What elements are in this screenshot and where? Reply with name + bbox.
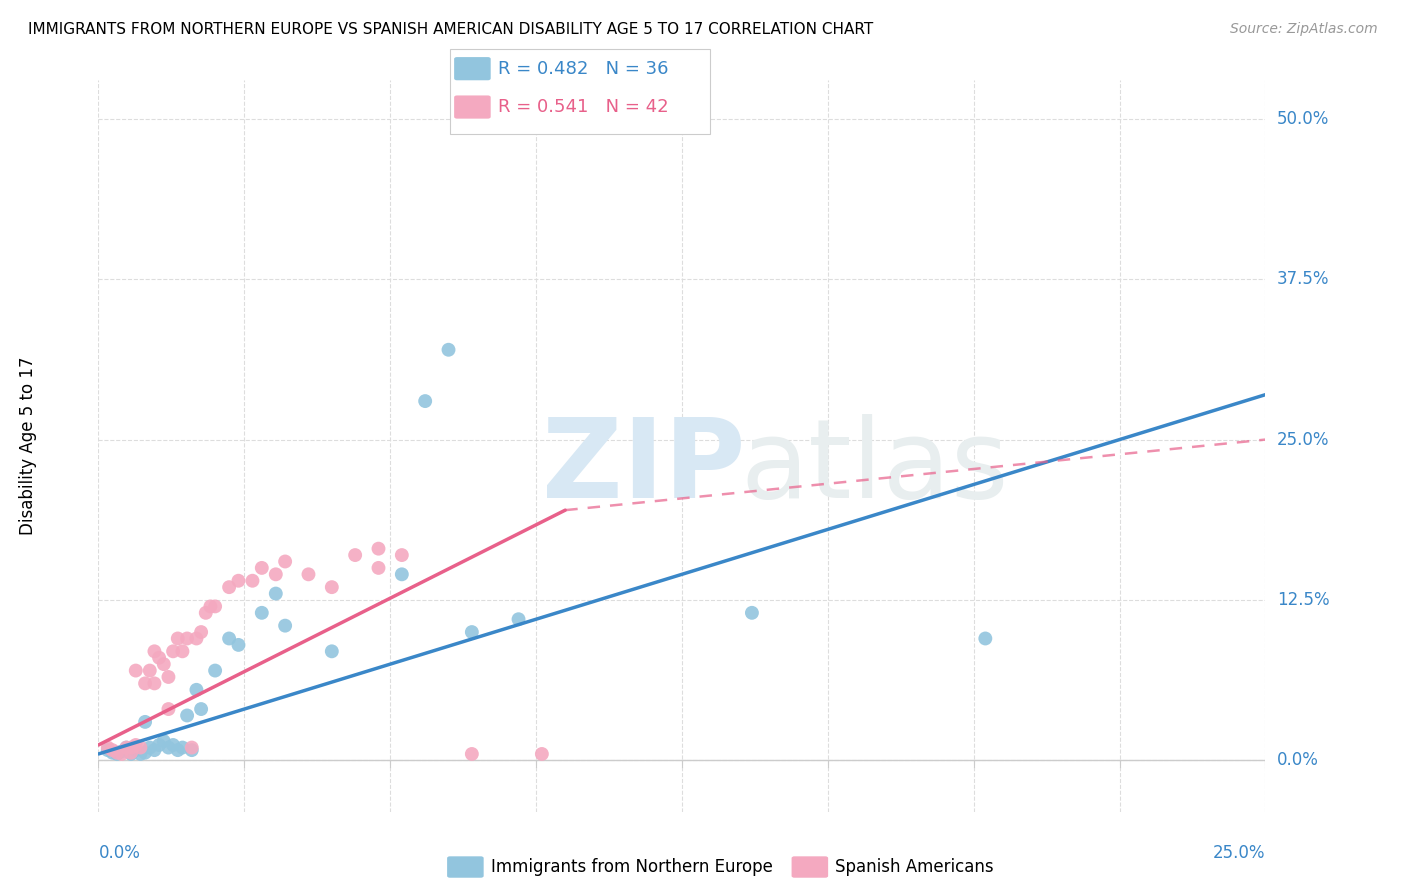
- Point: [125, 743, 148, 757]
- Point: [344, 548, 367, 562]
- Point: [139, 740, 162, 755]
- Point: [97, 740, 120, 755]
- Point: [172, 740, 194, 755]
- Point: [190, 625, 212, 640]
- Point: [974, 632, 997, 646]
- Point: [367, 561, 389, 575]
- Point: [391, 548, 413, 562]
- Point: [105, 747, 128, 761]
- Point: [228, 638, 250, 652]
- Point: [101, 746, 124, 760]
- Point: [111, 744, 134, 758]
- Point: [166, 632, 188, 646]
- Point: [461, 625, 484, 640]
- Text: Immigrants from Northern Europe: Immigrants from Northern Europe: [491, 858, 772, 876]
- Point: [242, 574, 264, 588]
- Point: [143, 644, 166, 658]
- Point: [741, 606, 763, 620]
- Point: [508, 612, 530, 626]
- Point: [134, 714, 156, 729]
- Point: [139, 664, 162, 678]
- Point: [391, 567, 413, 582]
- Point: [530, 747, 553, 761]
- Point: [274, 618, 297, 632]
- Point: [152, 734, 174, 748]
- Point: [218, 580, 240, 594]
- Point: [176, 708, 198, 723]
- Point: [321, 580, 343, 594]
- Point: [194, 606, 217, 620]
- Point: [297, 567, 319, 582]
- Point: [120, 747, 142, 761]
- Point: [111, 747, 134, 761]
- Point: [120, 746, 142, 760]
- Text: 25.0%: 25.0%: [1213, 844, 1265, 862]
- Text: 0.0%: 0.0%: [98, 844, 141, 862]
- Text: Spanish Americans: Spanish Americans: [835, 858, 994, 876]
- Point: [162, 644, 184, 658]
- Text: R = 0.541   N = 42: R = 0.541 N = 42: [498, 98, 668, 116]
- Text: ZIP: ZIP: [541, 415, 745, 522]
- Point: [115, 740, 138, 755]
- Point: [250, 606, 273, 620]
- Point: [367, 541, 389, 556]
- Point: [162, 738, 184, 752]
- Point: [134, 746, 156, 760]
- Point: [228, 574, 250, 588]
- Text: 25.0%: 25.0%: [1277, 431, 1330, 449]
- Point: [143, 743, 166, 757]
- Text: Disability Age 5 to 17: Disability Age 5 to 17: [20, 357, 38, 535]
- Point: [461, 747, 484, 761]
- Point: [148, 650, 170, 665]
- Point: [129, 747, 152, 761]
- Point: [157, 670, 180, 684]
- Text: 50.0%: 50.0%: [1277, 110, 1330, 128]
- Point: [180, 743, 202, 757]
- Point: [190, 702, 212, 716]
- Text: 0.0%: 0.0%: [1277, 751, 1319, 770]
- Text: R = 0.482   N = 36: R = 0.482 N = 36: [498, 60, 668, 78]
- Point: [172, 644, 194, 658]
- Point: [176, 632, 198, 646]
- Point: [157, 740, 180, 755]
- Point: [204, 664, 226, 678]
- Point: [180, 740, 202, 755]
- Text: 37.5%: 37.5%: [1277, 270, 1330, 288]
- Point: [413, 394, 436, 409]
- Text: 12.5%: 12.5%: [1277, 591, 1330, 609]
- Point: [186, 632, 208, 646]
- Point: [186, 682, 208, 697]
- Point: [120, 740, 142, 755]
- Point: [264, 586, 287, 600]
- Point: [218, 632, 240, 646]
- Point: [152, 657, 174, 672]
- Point: [204, 599, 226, 614]
- Point: [274, 554, 297, 568]
- Point: [125, 664, 148, 678]
- Point: [321, 644, 343, 658]
- Point: [143, 676, 166, 690]
- Point: [264, 567, 287, 582]
- Point: [129, 740, 152, 755]
- Point: [134, 676, 156, 690]
- Point: [115, 740, 138, 755]
- Point: [250, 561, 273, 575]
- Text: IMMIGRANTS FROM NORTHERN EUROPE VS SPANISH AMERICAN DISABILITY AGE 5 TO 17 CORRE: IMMIGRANTS FROM NORTHERN EUROPE VS SPANI…: [28, 22, 873, 37]
- Point: [101, 743, 124, 757]
- Point: [105, 746, 128, 760]
- Point: [166, 743, 188, 757]
- Point: [437, 343, 460, 357]
- Point: [125, 738, 148, 752]
- Text: Source: ZipAtlas.com: Source: ZipAtlas.com: [1230, 22, 1378, 37]
- Point: [148, 738, 170, 752]
- Point: [97, 743, 120, 757]
- Point: [200, 599, 222, 614]
- Point: [157, 702, 180, 716]
- Text: atlas: atlas: [741, 415, 1008, 522]
